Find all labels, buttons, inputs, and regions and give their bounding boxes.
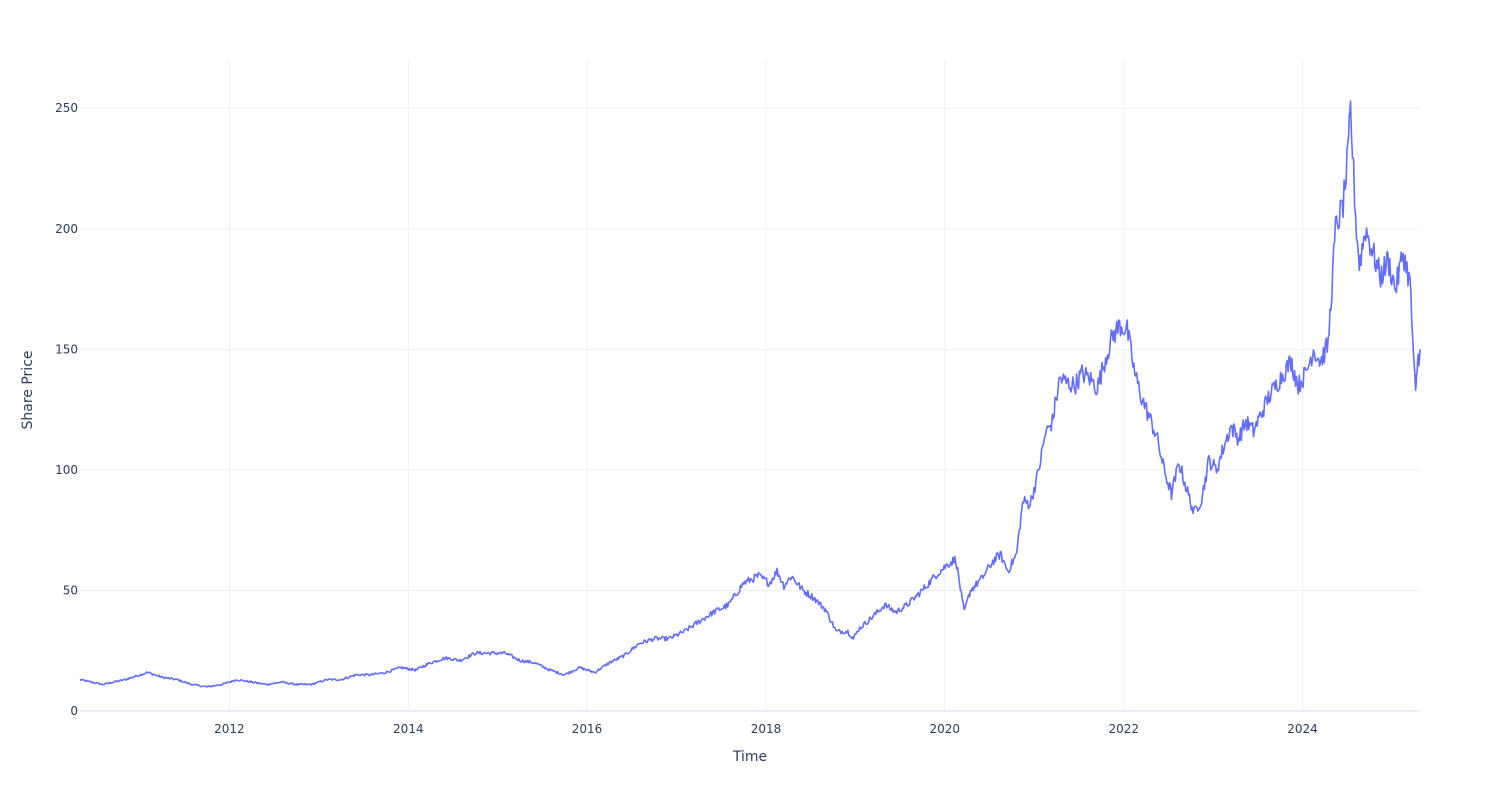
x-tick-label: 2022 — [1108, 722, 1139, 736]
y-axis-title: Share Price — [20, 350, 36, 429]
x-tick-label: 2018 — [751, 722, 782, 736]
x-axis-title: Time — [732, 749, 767, 765]
x-tick-label: 2012 — [214, 722, 245, 736]
grid-lines — [80, 60, 1420, 712]
x-tick-label: 2016 — [572, 722, 603, 736]
series-layer — [79, 100, 1421, 688]
y-tick-label: 150 — [55, 342, 78, 356]
y-tick-label: 50 — [63, 583, 78, 597]
share-price-line — [79, 100, 1421, 688]
y-tick-label: 250 — [55, 101, 78, 115]
x-tick-label: 2024 — [1287, 722, 1318, 736]
y-tick-label: 100 — [55, 463, 78, 477]
x-tick-label: 2020 — [929, 722, 960, 736]
y-tick-label: 200 — [55, 222, 78, 236]
y-axis-ticks: 0 50 100 150 200 250 — [55, 101, 78, 718]
x-tick-label: 2014 — [393, 722, 424, 736]
x-axis-ticks: 2012 2014 2016 2018 2020 2022 2024 — [214, 722, 1318, 736]
y-tick-label: 0 — [70, 704, 78, 718]
